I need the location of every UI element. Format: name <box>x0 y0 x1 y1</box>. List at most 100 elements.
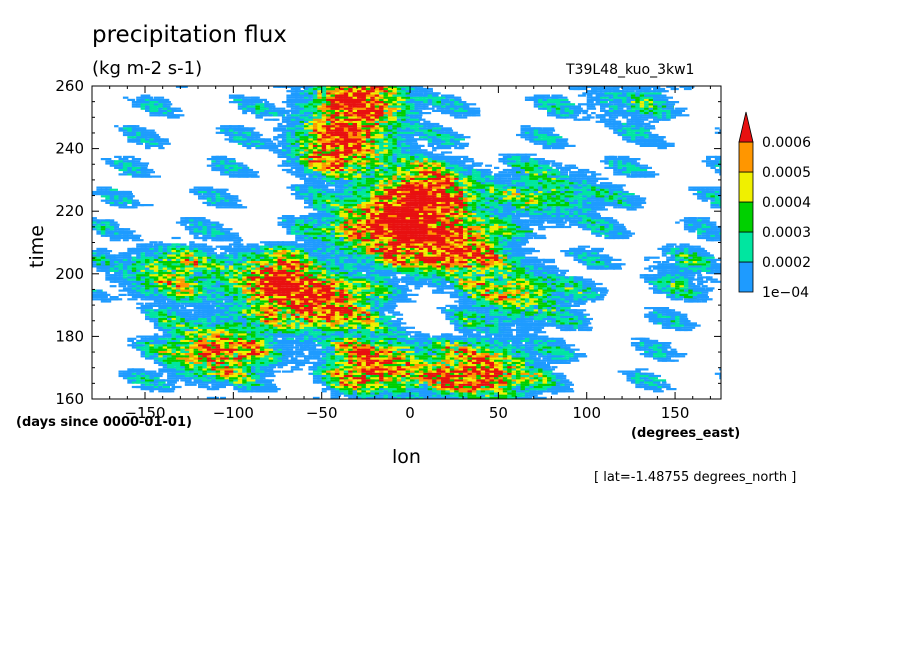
heatmap-cell <box>153 313 160 316</box>
heatmap-cell <box>255 383 261 386</box>
heatmap-cell <box>577 289 583 292</box>
heatmap-cell <box>158 388 164 391</box>
heatmap-cell <box>410 344 418 347</box>
heatmap-cell <box>343 342 353 345</box>
chart-units: (kg m-2 s-1) <box>92 58 203 79</box>
heatmap-cell <box>167 320 176 323</box>
heatmap-cell <box>206 307 215 310</box>
heatmap-cell <box>524 355 532 358</box>
heatmap-cell <box>224 300 230 303</box>
heatmap-cell <box>259 385 266 389</box>
heatmap-cell <box>511 342 519 345</box>
heatmap-cell <box>286 355 294 358</box>
heatmap-cell <box>264 374 276 378</box>
heatmap-cell <box>538 348 543 351</box>
heatmap-cell <box>551 280 560 283</box>
heatmap-cell <box>427 366 435 369</box>
heatmap-cell <box>334 298 340 301</box>
heatmap-cell <box>357 372 364 375</box>
heatmap-cell <box>666 388 677 391</box>
precip-field <box>92 86 721 399</box>
heatmap-cell <box>211 280 218 283</box>
heatmap-cell <box>317 381 326 384</box>
heatmap-cell <box>560 315 569 318</box>
heatmap-cell <box>494 390 501 393</box>
heatmap-cell <box>639 377 646 380</box>
heatmap-cell <box>370 381 376 384</box>
heatmap-cell <box>454 392 459 395</box>
heatmap-cell <box>555 311 561 314</box>
heatmap-cell <box>379 311 385 314</box>
heatmap-cell <box>348 304 354 307</box>
heatmap-cell <box>251 363 258 367</box>
heatmap-cell <box>224 342 232 345</box>
heatmap-cell <box>140 346 149 349</box>
heatmap-cell <box>211 366 219 369</box>
heatmap-cell <box>520 379 526 382</box>
heatmap-cell <box>644 372 655 375</box>
heatmap-cell <box>145 311 151 314</box>
heatmap-cell <box>471 311 481 314</box>
heatmap-cell <box>167 298 175 301</box>
heatmap-cell <box>502 385 509 389</box>
heatmap-cell <box>551 342 558 345</box>
heatmap-cell <box>224 337 231 340</box>
heatmap-cell <box>582 287 588 290</box>
heatmap-cell <box>600 293 607 296</box>
heatmap-cell <box>259 381 272 384</box>
heatmap-cell <box>365 342 372 345</box>
heatmap-cell <box>502 379 510 382</box>
heatmap-cell <box>308 350 321 353</box>
heatmap-cell <box>564 317 571 321</box>
heatmap-cell <box>396 344 406 347</box>
heatmap-cell <box>463 333 472 336</box>
heatmap-cell <box>180 339 187 342</box>
heatmap-cell <box>251 328 257 332</box>
heatmap-cell <box>524 344 530 347</box>
heatmap-cell <box>198 298 203 301</box>
heatmap-cell <box>401 291 407 294</box>
heatmap-cell <box>339 361 348 364</box>
heatmap-cell <box>414 359 422 362</box>
heatmap-cell <box>657 317 666 321</box>
heatmap-cell <box>167 313 174 316</box>
heatmap-cell <box>202 363 211 367</box>
heatmap-cell <box>193 335 200 338</box>
heatmap-cell <box>304 328 313 332</box>
heatmap-cell <box>268 311 278 314</box>
heatmap-cell <box>560 390 566 393</box>
heatmap-cell <box>180 302 186 305</box>
heatmap-cell <box>361 353 368 356</box>
heatmap-cell <box>387 394 396 397</box>
heatmap-cell <box>365 359 373 362</box>
heatmap-cell <box>564 293 573 296</box>
heatmap-cell <box>383 333 392 336</box>
heatmap-cell <box>661 285 667 288</box>
heatmap-cell <box>211 355 217 358</box>
heatmap-cell <box>560 359 568 362</box>
heatmap-cell <box>153 320 161 323</box>
heatmap-cell <box>206 313 214 316</box>
heatmap-cell <box>533 331 540 334</box>
heatmap-cell <box>467 317 473 321</box>
heatmap-cell <box>281 357 289 360</box>
heatmap-cell <box>463 280 469 283</box>
heatmap-cell <box>255 355 261 358</box>
heatmap-cell <box>458 383 465 386</box>
heatmap-cell <box>321 304 328 307</box>
heatmap-cell <box>175 350 182 353</box>
heatmap-cell <box>516 339 521 342</box>
heatmap-cell <box>661 353 667 356</box>
heatmap-cell <box>688 324 701 327</box>
heatmap-cell <box>140 304 147 307</box>
heatmap-cell <box>100 300 112 303</box>
heatmap-cell <box>710 280 721 283</box>
heatmap-cell <box>401 337 408 340</box>
heatmap-cell <box>502 287 511 290</box>
heatmap-cell <box>533 280 539 283</box>
heatmap-cell <box>489 287 496 290</box>
heatmap-cell <box>374 291 383 294</box>
heatmap-cell <box>387 331 393 334</box>
heatmap-cell <box>396 348 404 351</box>
heatmap-cell <box>502 320 508 323</box>
